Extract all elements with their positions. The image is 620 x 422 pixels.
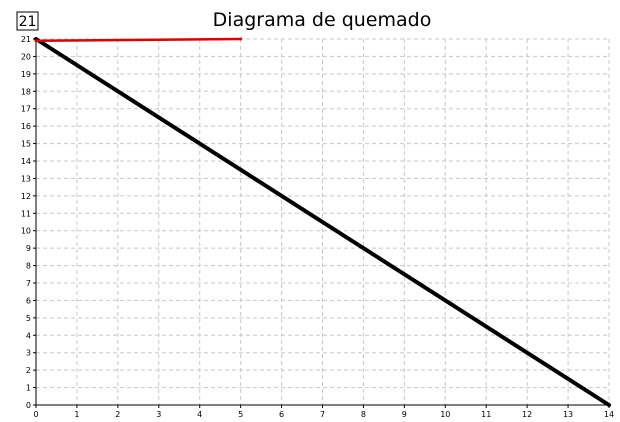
y-tick-label: 9 [26,244,31,253]
actual-burndown-line [34,37,242,42]
x-tick-label: 6 [279,410,284,419]
x-tick-label: 1 [74,410,79,419]
y-tick-label: 4 [26,331,31,340]
chart-title: Diagrama de quemado [213,9,432,31]
x-tick-label: 8 [361,410,366,419]
x-tick-label: 13 [563,410,573,419]
series-point [239,37,243,41]
y-tick-label: 5 [26,314,31,323]
series [34,37,611,407]
y-tick-label: 16 [21,122,31,131]
x-tick-label: 3 [156,410,161,419]
total-badge: 21 [16,11,39,31]
x-tick-label: 11 [481,410,491,419]
x-tick-label: 14 [604,410,614,419]
y-tick-label: 0 [26,401,31,410]
y-tick-label: 17 [21,105,31,114]
y-tick-label: 13 [21,174,31,183]
x-tick-label: 9 [402,410,407,419]
ideal-burndown-line [34,37,611,407]
series-point [34,39,38,43]
y-tick-label: 10 [21,227,31,236]
y-tick-label: 8 [26,262,31,271]
y-tick-label: 20 [21,52,31,61]
x-tick-label: 12 [522,410,532,419]
x-tick-label: 5 [238,410,243,419]
x-axis-ticks: 0 1 2 3 4 5 6 7 8 9 10 11 12 13 14 [33,405,614,419]
y-tick-label: 7 [26,279,31,288]
y-tick-label: 18 [21,87,31,96]
x-tick-label: 7 [320,410,325,419]
y-tick-label: 14 [21,157,31,166]
total-badge-box [16,11,39,31]
x-tick-label: 4 [197,410,202,419]
y-tick-label: 19 [21,70,31,79]
y-tick-label: 15 [21,140,31,149]
y-tick-label: 12 [21,192,31,201]
x-tick-label: 2 [115,410,120,419]
y-tick-label: 3 [26,349,31,358]
total-badge-text: 21 [19,14,37,30]
grid [36,38,610,405]
y-tick-label: 11 [21,209,31,218]
x-tick-label: 0 [33,410,38,419]
y-tick-label: 21 [21,35,31,44]
y-tick-label: 6 [26,296,31,305]
y-tick-label: 1 [26,384,31,393]
x-tick-label: 10 [440,410,450,419]
y-tick-label: 2 [26,366,31,375]
series-point [607,403,611,407]
